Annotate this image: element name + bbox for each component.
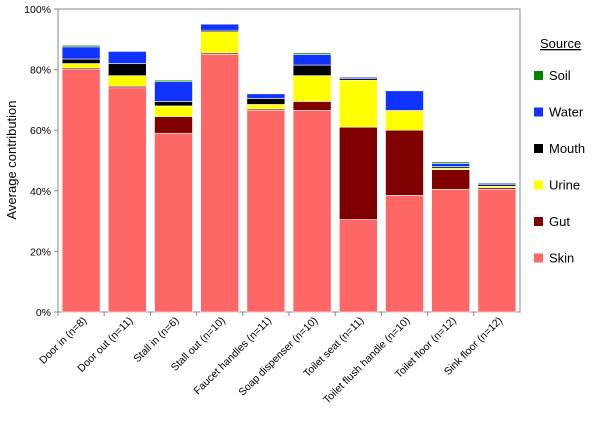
bar-segment-urine (108, 75, 147, 87)
y-tick-label: 80% (30, 65, 51, 77)
legend-label-skin: Skin (549, 251, 574, 266)
y-tick-label: 60% (30, 125, 51, 137)
bar-segment-mouth (154, 101, 193, 107)
legend-swatch-urine (534, 180, 543, 190)
bar-segment-soil (61, 45, 101, 48)
bar-segment-skin (246, 110, 286, 313)
bar-segment-water (338, 76, 378, 79)
legend-swatch-mouth (534, 144, 543, 153)
bar-segment-skin (61, 69, 101, 313)
legend: Source Soil Water Mouth Urine Gut Skin (534, 36, 585, 266)
bars (61, 23, 517, 313)
bar-segment-skin (477, 188, 517, 313)
bar-segment-urine (385, 110, 424, 131)
bar-segment-gut (338, 126, 378, 220)
legend-label-soil: Soil (549, 68, 571, 83)
x-tick-label: Faucet handles (n=11) (192, 315, 274, 397)
x-tick-label: Soap dispenser (n=10) (236, 315, 320, 399)
legend-swatch-soil (534, 71, 543, 80)
x-axis: Door in (n=8)Door out (n=11)Stall in (n=… (37, 312, 505, 406)
legend-swatch-gut (534, 217, 543, 226)
legend-label-urine: Urine (549, 178, 580, 193)
bar-segment-water (246, 93, 286, 99)
bar-segment-soil (431, 161, 471, 164)
bar-segment-urine (338, 79, 378, 128)
bar-segment-gut (292, 101, 332, 111)
x-tick-label: Toilet flush handle (n=10) (321, 315, 413, 407)
bar-segment-urine (246, 104, 286, 110)
x-tick-label: Stall in (n=6) (131, 315, 181, 365)
legend-label-gut: Gut (549, 214, 570, 229)
bar-segment-mouth (246, 98, 286, 105)
bar-segment-skin (200, 54, 239, 313)
bar-segment-gut (154, 116, 193, 134)
legend-swatch-water (534, 107, 543, 117)
legend-label-water: Water (549, 105, 584, 120)
bar-segment-skin (292, 110, 332, 313)
bar-segment-mouth (292, 64, 332, 76)
bar-segment-water (477, 182, 517, 186)
bar-segment-water (61, 46, 101, 60)
plot-area (57, 8, 521, 313)
y-tick-label: 20% (30, 246, 51, 258)
bar-segment-gut (431, 169, 471, 190)
bar-segment-urine (154, 105, 193, 117)
bar-segment-soil (154, 79, 193, 83)
y-tick-label: 100% (24, 4, 51, 16)
bar-segment-urine (292, 75, 332, 102)
y-tick-label: 40% (30, 186, 51, 198)
bar-segment-mouth (61, 58, 101, 64)
bar-segment-skin (108, 87, 147, 313)
legend-swatch-skin (534, 253, 543, 263)
bar-segment-gut (385, 129, 424, 196)
bar-segment-urine (200, 31, 239, 54)
bar-segment-mouth (108, 63, 147, 76)
legend-title: Source (540, 36, 581, 51)
bar-segment-skin (431, 188, 471, 313)
bar-segment-water (200, 23, 239, 31)
bar-segment-urine (61, 63, 101, 69)
bar-segment-water (385, 90, 424, 111)
y-tick-label: 0% (36, 307, 51, 319)
bar-segment-water (292, 54, 332, 66)
y-axis-title: Average contribution (4, 100, 19, 219)
y-axis: 0% 20% 40% 60% 80% 100% (24, 4, 58, 319)
legend-label-mouth: Mouth (549, 141, 585, 156)
bar-segment-skin (154, 132, 193, 313)
bar-segment-skin (338, 219, 378, 313)
bar-segment-water (431, 163, 471, 167)
bar-segment-skin (385, 195, 424, 313)
bar-segment-soil (292, 52, 332, 55)
bar-segment-water (108, 51, 147, 64)
bar-segment-water (154, 81, 193, 102)
